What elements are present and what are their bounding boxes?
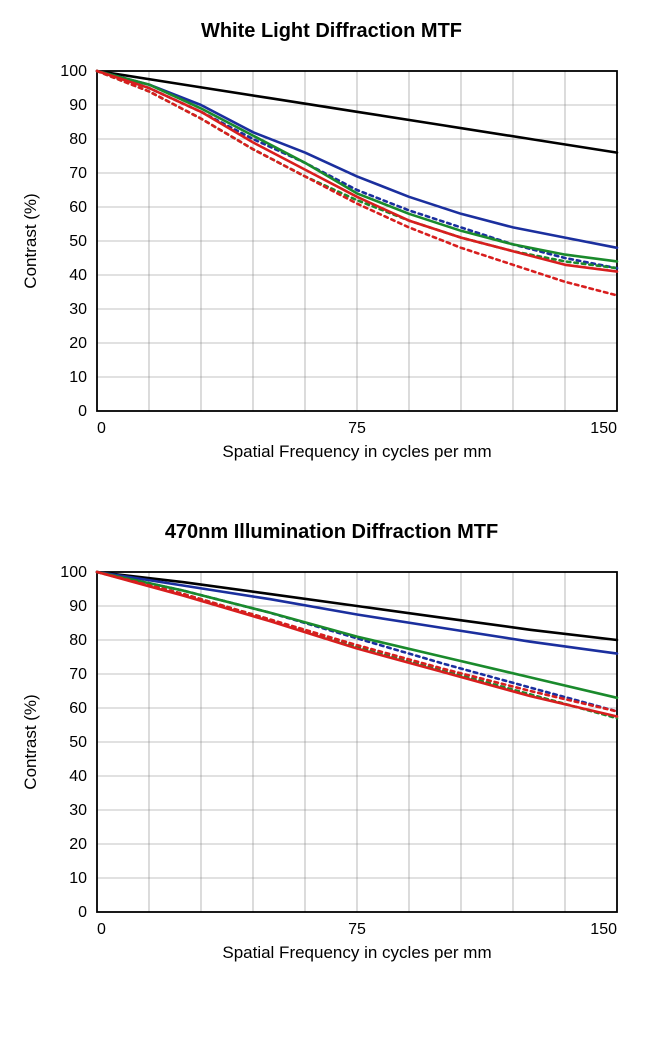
chart1-ytick-70: 70 — [69, 165, 87, 182]
chart1-ytick-90: 90 — [69, 97, 87, 114]
chart2-ytick-100: 100 — [60, 564, 87, 581]
chart1-ytick-60: 60 — [69, 199, 87, 216]
chart1-ytick-50: 50 — [69, 233, 87, 250]
chart1-ytick-100: 100 — [60, 63, 87, 80]
chart1-wrap: White Light Diffraction MTF 0 10 20 30 40 50 60… — [12, 20, 652, 481]
chart2-grid — [97, 572, 617, 912]
chart1-title: White Light Diffraction MTF — [12, 20, 652, 43]
chart2-ytick-40: 40 — [69, 768, 87, 785]
chart1-xtick-150: 150 — [590, 420, 617, 437]
chart2-ytick-80: 80 — [69, 632, 87, 649]
chart2-xlabel: Spatial Frequency in cycles per mm — [222, 943, 491, 962]
chart2-ytick-90: 90 — [69, 598, 87, 615]
chart1-yticks: 0 10 20 30 40 50 60 70 80 90 100 — [60, 63, 87, 420]
chart2-ytick-70: 70 — [69, 666, 87, 683]
charts-container: White Light Diffraction MTF 0 10 20 30 40 50 60… — [10, 20, 653, 982]
chart1-ytick-10: 10 — [69, 369, 87, 386]
chart2-ylabel: Contrast (%) — [21, 694, 40, 789]
chart2-xtick-150: 150 — [590, 921, 617, 938]
chart1-xlabel: Spatial Frequency in cycles per mm — [222, 442, 491, 461]
chart1-plot: 0 10 20 30 40 50 60 70 80 90 100 0 75 150 Contrast (%)… — [12, 51, 652, 481]
chart1-grid — [97, 71, 617, 411]
chart2-xtick-0: 0 — [97, 921, 106, 938]
chart2-wrap: 470nm Illumination Diffraction MTF 0 10 20 3… — [12, 521, 652, 982]
chart1-xtick-0: 0 — [97, 420, 106, 437]
chart2-plot: 0 10 20 30 40 50 60 70 80 90 100 0 75 150 Contrast (%)… — [12, 552, 652, 982]
chart1-xtick-75: 75 — [348, 420, 366, 437]
chart1-ytick-20: 20 — [69, 335, 87, 352]
chart2-yticks: 0 10 20 30 40 50 60 70 80 90 100 — [60, 564, 87, 921]
chart1-ytick-0: 0 — [78, 403, 87, 420]
chart2-xtick-75: 75 — [348, 921, 366, 938]
chart2-ytick-50: 50 — [69, 734, 87, 751]
chart1-ytick-80: 80 — [69, 131, 87, 148]
chart1-ylabel: Contrast (%) — [21, 193, 40, 288]
chart2-ytick-20: 20 — [69, 836, 87, 853]
chart2-ytick-60: 60 — [69, 700, 87, 717]
chart2-ytick-10: 10 — [69, 870, 87, 887]
chart2-ytick-30: 30 — [69, 802, 87, 819]
chart1-xticks: 0 75 150 — [97, 420, 617, 437]
chart2-ytick-0: 0 — [78, 904, 87, 921]
chart1-ytick-40: 40 — [69, 267, 87, 284]
chart2-xticks: 0 75 150 — [97, 921, 617, 938]
chart2-title: 470nm Illumination Diffraction MTF — [12, 521, 652, 544]
chart1-ytick-30: 30 — [69, 301, 87, 318]
